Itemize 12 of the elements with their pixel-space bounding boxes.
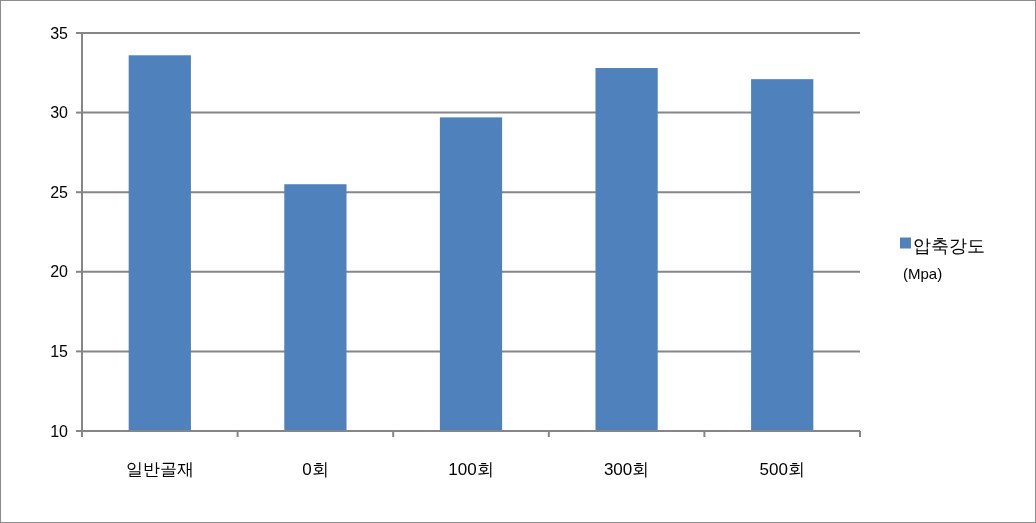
x-tick-label: 일반골재 (125, 460, 194, 479)
y-tick-label: 35 (50, 24, 69, 42)
x-tick-label: 300회 (603, 460, 650, 479)
x-tick-label: 100회 (448, 460, 494, 479)
y-tick-label: 25 (50, 183, 69, 201)
y-tick-label: 20 (50, 263, 69, 281)
y-tick-label: 30 (50, 104, 69, 122)
x-tick-label: 0회 (302, 460, 329, 479)
legend-label: 압축강도 (Mpa) (903, 235, 985, 282)
y-tick-label: 15 (50, 343, 69, 360)
x-tick-label: 500회 (759, 460, 805, 479)
y-tick-label: 10 (50, 422, 69, 440)
